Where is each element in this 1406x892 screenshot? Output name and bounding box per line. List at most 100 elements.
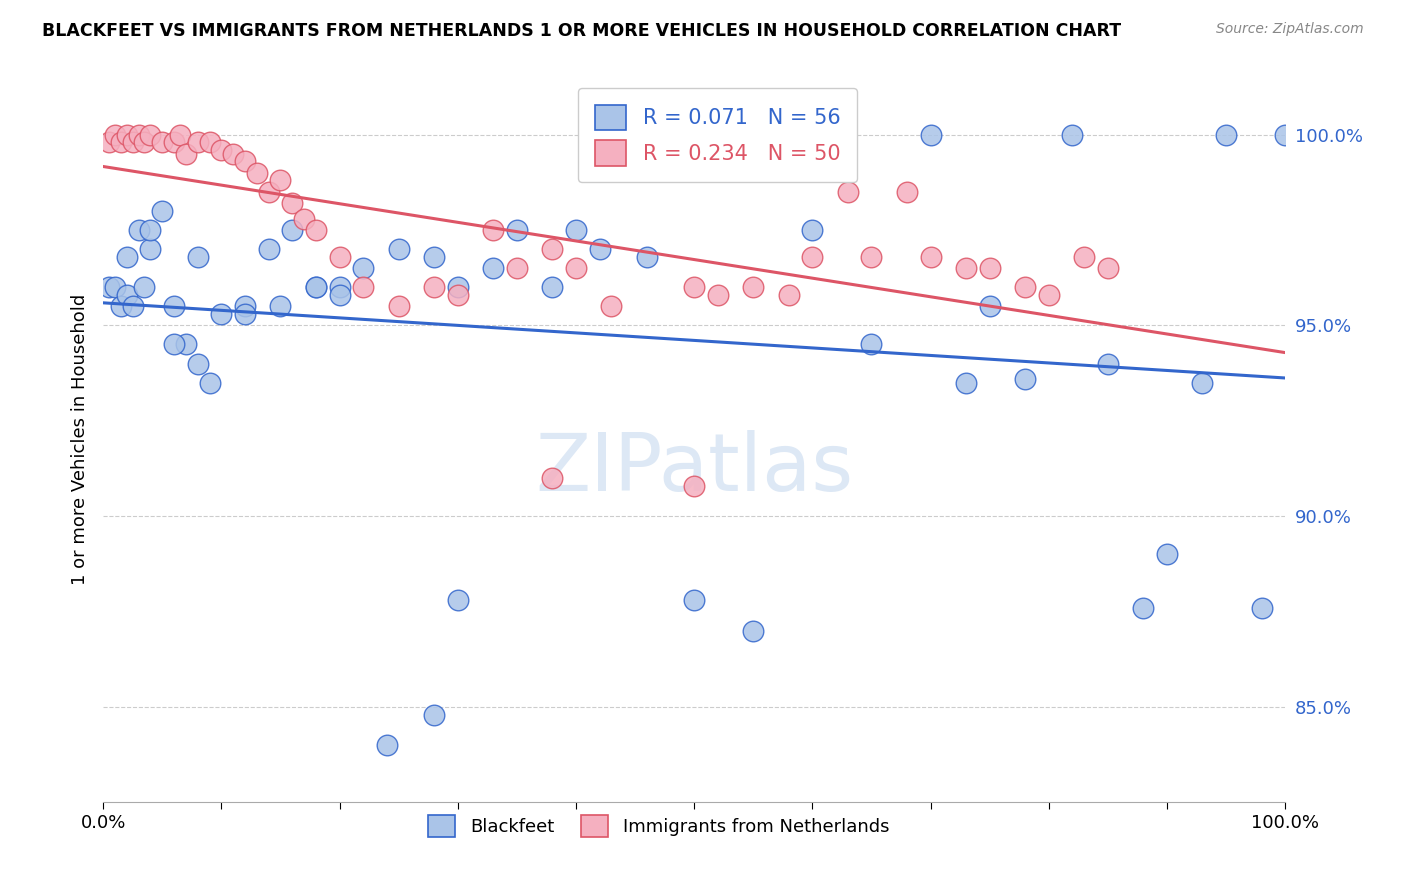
Point <box>588 242 610 256</box>
Point <box>801 250 824 264</box>
Point <box>1062 128 1084 142</box>
Point <box>134 136 156 150</box>
Point <box>1250 600 1272 615</box>
Legend: Blackfeet, Immigrants from Netherlands: Blackfeet, Immigrants from Netherlands <box>420 807 897 844</box>
Point <box>1215 128 1237 142</box>
Point <box>1191 376 1213 390</box>
Point <box>187 136 209 150</box>
Point <box>837 185 859 199</box>
Point <box>292 211 315 226</box>
Point <box>979 261 1001 276</box>
Point <box>506 223 529 237</box>
Point <box>209 307 232 321</box>
Point <box>541 242 564 256</box>
Point <box>447 280 470 294</box>
Point <box>328 288 350 302</box>
Point <box>233 299 256 313</box>
Point <box>1156 547 1178 561</box>
Point <box>98 280 121 294</box>
Point <box>352 280 374 294</box>
Point <box>150 204 173 219</box>
Point <box>98 136 121 150</box>
Point <box>328 280 350 294</box>
Point <box>222 146 245 161</box>
Point <box>600 299 623 313</box>
Point <box>1014 280 1036 294</box>
Point <box>388 242 411 256</box>
Point <box>169 128 191 142</box>
Point <box>209 143 232 157</box>
Point <box>115 128 138 142</box>
Point <box>742 624 765 638</box>
Point <box>110 299 132 313</box>
Point <box>1274 128 1296 142</box>
Point <box>683 478 706 492</box>
Point <box>150 136 173 150</box>
Point <box>423 707 446 722</box>
Point <box>139 223 162 237</box>
Point <box>352 261 374 276</box>
Point <box>104 128 127 142</box>
Point <box>134 280 156 294</box>
Point <box>115 288 138 302</box>
Point <box>163 337 186 351</box>
Point <box>541 280 564 294</box>
Point <box>955 376 977 390</box>
Point <box>707 288 730 302</box>
Point <box>269 299 291 313</box>
Point <box>198 376 221 390</box>
Point <box>920 128 942 142</box>
Text: ZIPatlas: ZIPatlas <box>536 430 853 508</box>
Point <box>447 288 470 302</box>
Point <box>121 299 143 313</box>
Point <box>128 128 150 142</box>
Point <box>305 280 328 294</box>
Point <box>920 250 942 264</box>
Point <box>174 337 197 351</box>
Point <box>423 250 446 264</box>
Point <box>506 261 529 276</box>
Point <box>375 738 398 752</box>
Point <box>778 288 800 302</box>
Point <box>115 250 138 264</box>
Point <box>139 242 162 256</box>
Point <box>139 128 162 142</box>
Point <box>128 223 150 237</box>
Point <box>565 223 588 237</box>
Point <box>1097 261 1119 276</box>
Point <box>955 261 977 276</box>
Point <box>860 337 883 351</box>
Point <box>482 261 505 276</box>
Point <box>1073 250 1095 264</box>
Point <box>388 299 411 313</box>
Point <box>683 593 706 607</box>
Point <box>187 250 209 264</box>
Point <box>198 136 221 150</box>
Point <box>1038 288 1060 302</box>
Y-axis label: 1 or more Vehicles in Household: 1 or more Vehicles in Household <box>72 294 89 585</box>
Point <box>482 223 505 237</box>
Point <box>257 242 280 256</box>
Point <box>269 173 291 187</box>
Point <box>233 154 256 169</box>
Point <box>742 280 765 294</box>
Point <box>233 307 256 321</box>
Point <box>1132 600 1154 615</box>
Text: Source: ZipAtlas.com: Source: ZipAtlas.com <box>1216 22 1364 37</box>
Point <box>110 136 132 150</box>
Point <box>163 299 186 313</box>
Point <box>860 250 883 264</box>
Point <box>281 196 304 211</box>
Point <box>305 280 328 294</box>
Point <box>636 250 658 264</box>
Point <box>104 280 127 294</box>
Point <box>423 280 446 294</box>
Point <box>163 136 186 150</box>
Point <box>257 185 280 199</box>
Point <box>328 250 350 264</box>
Point <box>121 136 143 150</box>
Point <box>187 357 209 371</box>
Point <box>447 593 470 607</box>
Point <box>683 280 706 294</box>
Point <box>1014 372 1036 386</box>
